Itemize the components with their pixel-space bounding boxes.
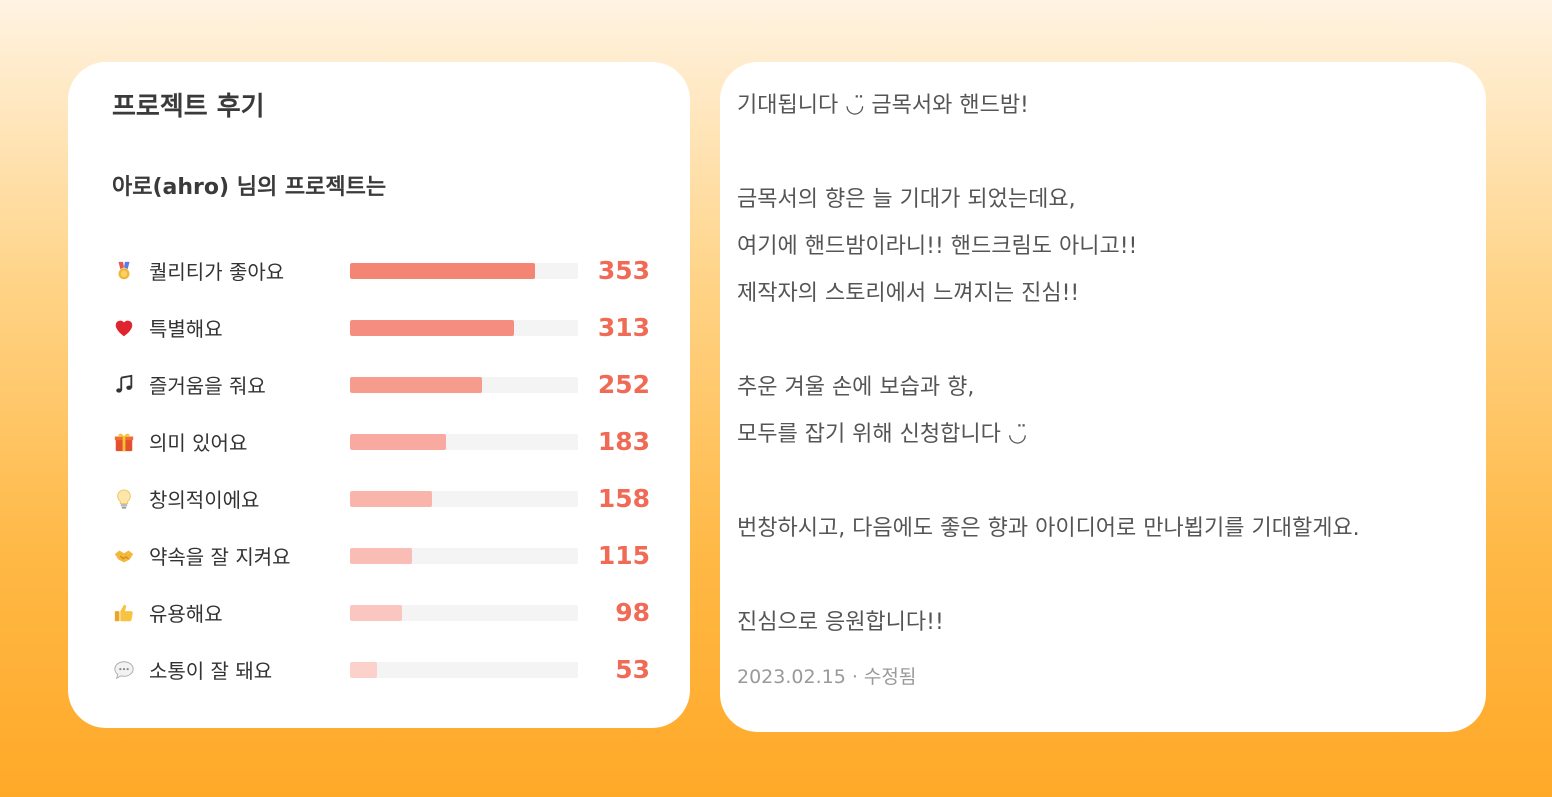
rating-count: 252 (597, 370, 650, 399)
review-date: 2023.02.15 · 수정됨 (737, 666, 917, 688)
rating-bar-track (350, 490, 578, 507)
rating-count: 158 (597, 484, 650, 513)
rating-count: 183 (597, 427, 650, 456)
review-body: 기대됩니다 ◡̈ 금목서와 핸드밤! 금목서의 향은 늘 기대가 되었는데요, 여기… (737, 82, 1467, 646)
review-blank-line (737, 458, 1467, 505)
review-text-line: 여기에 핸드밤이라니!! 핸드크림도 아니고!! (737, 234, 1138, 259)
rating-bar-fill (350, 319, 515, 336)
review-text-line: 기대됩니다 ◡̈ 금목서와 핸드밤! (737, 93, 1029, 118)
rating-bar-track (350, 262, 578, 279)
rating-bar-fill (350, 547, 412, 564)
rating-row: 퀄리티가 좋아요 353 (112, 242, 662, 299)
rating-count: 115 (597, 541, 650, 570)
rating-row: 창의적이에요 158 (112, 470, 662, 527)
rating-label: 퀄리티가 좋아요 (149, 260, 285, 284)
rating-count: 53 (615, 655, 650, 684)
rating-bar-fill (350, 661, 378, 678)
review-text-line: 제작자의 스토리에서 느껴지는 진심!! (737, 281, 1080, 306)
project-review-summary-card: 프로젝트 후기 아로(ahro) 님의 프로젝트는 퀄리티가 좋아요 353 특별해… (68, 62, 690, 728)
music-note-icon (112, 373, 136, 397)
rating-bar-track (350, 547, 578, 564)
rating-bar-fill (350, 262, 535, 279)
review-blank-line (737, 552, 1467, 599)
rating-bar-fill (350, 604, 403, 621)
rating-list: 퀄리티가 좋아요 353 특별해요 313 즐거움을 줘요 252 의미 있어요 183 창의적… (112, 242, 662, 698)
rating-label: 소통이 잘 돼요 (149, 659, 273, 683)
review-text-line: 모두를 잡기 위해 신청합니다 ◡̈ (737, 422, 1028, 447)
review-comment-card: 기대됩니다 ◡̈ 금목서와 핸드밤! 금목서의 향은 늘 기대가 되었는데요, 여기… (720, 62, 1486, 732)
review-blank-line (737, 317, 1467, 364)
rating-label: 특별해요 (149, 317, 223, 341)
rating-label: 즐거움을 줘요 (149, 374, 266, 398)
gift-icon (112, 430, 136, 454)
rating-label: 의미 있어요 (149, 431, 248, 455)
rating-row: 의미 있어요 183 (112, 413, 662, 470)
rating-count: 353 (597, 256, 650, 285)
card-title: 프로젝트 후기 (112, 92, 265, 122)
rating-row: 즐거움을 줘요 252 (112, 356, 662, 413)
rating-bar-fill (350, 490, 433, 507)
rating-bar-track (350, 661, 578, 678)
rating-row: 소통이 잘 돼요 53 (112, 641, 662, 698)
rating-label: 약속을 잘 지켜요 (149, 545, 291, 569)
rating-bar-fill (350, 376, 483, 393)
heart-icon (112, 316, 136, 340)
rating-label: 유용해요 (149, 602, 223, 626)
rating-label: 창의적이에요 (149, 488, 260, 512)
rating-count: 313 (597, 313, 650, 342)
rating-bar-fill (350, 433, 446, 450)
thumbs-up-icon (112, 601, 136, 625)
rating-bar-track (350, 604, 578, 621)
rating-bar-track (350, 376, 578, 393)
lightbulb-icon (112, 487, 136, 511)
speech-bubble-icon (112, 658, 136, 682)
review-text-line: 진심으로 응원합니다!! (737, 610, 944, 635)
rating-bar-track (350, 433, 578, 450)
rating-count: 98 (615, 598, 650, 627)
medal-icon (112, 259, 136, 283)
rating-bar-track (350, 319, 578, 336)
review-text-line: 금목서의 향은 늘 기대가 되었는데요, (737, 187, 1076, 212)
rating-row: 유용해요 98 (112, 584, 662, 641)
review-text-line: 번창하시고, 다음에도 좋은 향과 아이디어로 만나뵙기를 기대할게요. (737, 516, 1360, 541)
card-subtitle: 아로(ahro) 님의 프로젝트는 (112, 175, 387, 200)
rating-row: 특별해요 313 (112, 299, 662, 356)
review-blank-line (737, 129, 1467, 176)
handshake-icon (112, 544, 136, 568)
review-text-line: 추운 겨울 손에 보습과 향, (737, 375, 975, 400)
rating-row: 약속을 잘 지켜요 115 (112, 527, 662, 584)
